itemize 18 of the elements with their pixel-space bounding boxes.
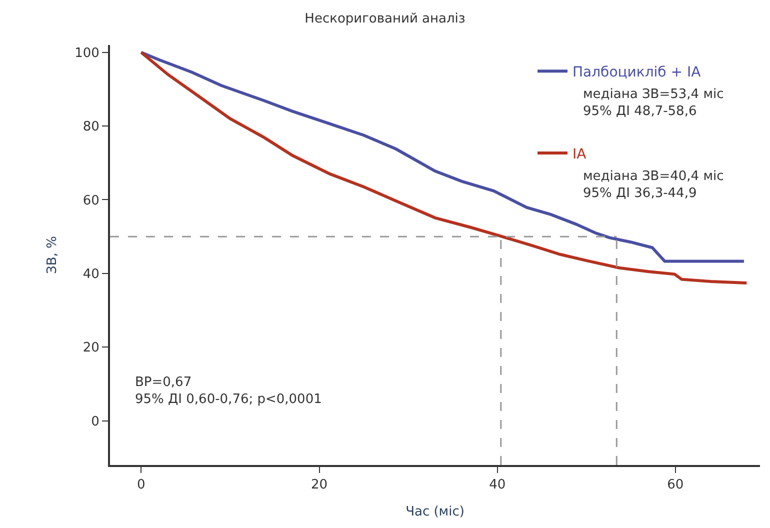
y-tick-label: 0 <box>91 414 100 430</box>
x-tick-label: 0 <box>137 478 146 493</box>
y-tick-label: 100 <box>74 46 100 61</box>
chart-title: Нескоригований аналіз <box>304 11 466 26</box>
y-tick-label: 80 <box>82 120 100 135</box>
x-tick-label: 60 <box>667 478 684 493</box>
x-axis-title: Час (міс) <box>406 504 464 520</box>
y-tick-label: 40 <box>82 266 100 282</box>
annotation: медіана ЗВ=40,4 міс 95% ДІ 36,3-44,9 <box>583 169 724 201</box>
legend-label: Палбоцикліб + IA <box>572 64 702 81</box>
annotation: ВР=0,67 95% ДІ 0,60-0,76; p<0,0001 <box>135 375 322 407</box>
annotation: медіана ЗВ=53,4 міс 95% ДІ 48,7-58,6 <box>583 87 724 119</box>
y-tick-label: 20 <box>82 340 100 356</box>
x-tick-label: 20 <box>310 478 328 493</box>
y-axis-title: ЗВ, % <box>45 236 60 274</box>
y-tick-label: 60 <box>82 193 100 208</box>
legend-label: IA <box>572 146 587 162</box>
x-tick-label: 40 <box>489 478 506 493</box>
